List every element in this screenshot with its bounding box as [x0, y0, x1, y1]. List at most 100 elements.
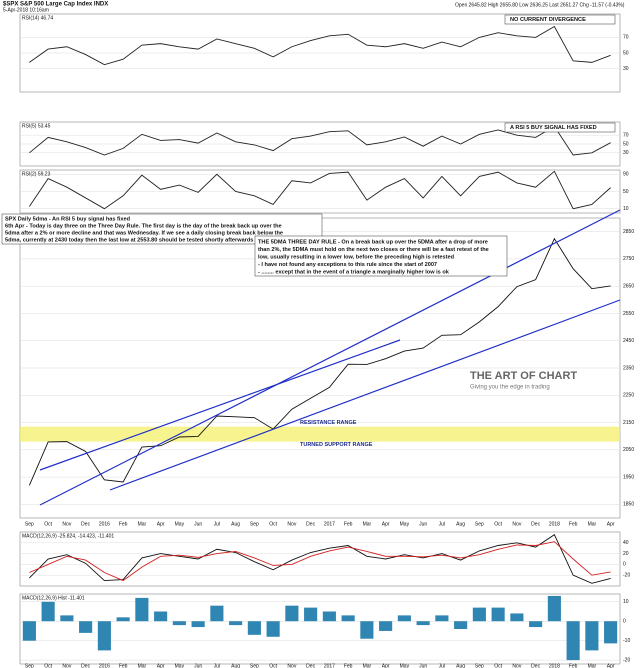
hist-bar [454, 621, 468, 629]
x-tick-label: Feb [119, 521, 128, 527]
x-tick-label: Oct [44, 663, 52, 668]
x-tick-label: May [175, 521, 185, 527]
x-tick-label: 2018 [549, 663, 560, 668]
hist-bar [135, 597, 149, 622]
x-tick-label: Apr [607, 521, 615, 527]
x-tick-label: Nov [287, 663, 296, 668]
y-tick-label: 40 [623, 540, 629, 546]
x-tick-label: Feb [569, 663, 578, 668]
note-line: SPX Daily 5dma - An RSI 5 buy signal has… [5, 216, 131, 222]
y-tick-label: 20 [623, 551, 629, 557]
quote: Open 2645.82 High 2655.80 Low 2636.25 La… [455, 2, 625, 8]
x-tick-label: Sep [250, 663, 259, 668]
panel [19, 593, 621, 665]
x-tick-label: May [175, 663, 185, 668]
annotation-box [504, 14, 616, 25]
x-tick-label: Dec [81, 521, 90, 527]
y-tick-label: 10 [623, 206, 629, 212]
rule-line: low, usually resulting in a lower low, b… [258, 254, 455, 260]
x-tick-label: Apr [382, 521, 390, 527]
y-tick-label: 30 [623, 150, 629, 156]
x-tick-label: Dec [81, 663, 90, 668]
x-tick-label: Dec [531, 521, 540, 527]
trend-line [109, 299, 621, 491]
x-tick-label: Jul [439, 663, 445, 668]
y-tick-label: -10 [623, 638, 630, 644]
x-tick-label: Apr [157, 521, 165, 527]
hist-bar [304, 607, 318, 622]
series-line [29, 25, 611, 66]
y-tick-label: 0 [623, 619, 626, 625]
hist-bar [397, 615, 411, 622]
y-tick-label: 10 [623, 599, 629, 605]
hist-bar [266, 621, 280, 637]
hist-bar [41, 601, 55, 622]
x-tick-label: Apr [157, 663, 165, 668]
hist-bar [472, 607, 486, 622]
y-tick-label: 50 [623, 50, 629, 56]
y-tick-label: 70 [623, 35, 629, 41]
x-tick-label: Sep [250, 521, 259, 527]
x-tick-label: Oct [269, 663, 277, 668]
x-tick-label: Jul [214, 663, 220, 668]
tagline: Giving you the edge in trading [470, 385, 550, 391]
x-tick-label: Mar [588, 663, 597, 668]
x-tick-label: May [400, 663, 410, 668]
y-tick-label: 2250 [623, 393, 634, 399]
hist-bar [247, 621, 261, 635]
x-tick-label: Nov [62, 521, 71, 527]
x-tick-label: Aug [456, 663, 465, 668]
x-tick-label: Aug [231, 521, 240, 527]
hist-bar [322, 611, 336, 622]
rule-line: than 2%, the 5DMA must hold on the next … [258, 247, 489, 253]
hist-bar [585, 621, 599, 651]
y-tick-label: 2650 [623, 284, 634, 290]
x-tick-label: Mar [363, 521, 372, 527]
hist-bar [566, 621, 580, 661]
note-line: 6th Apr - Today is day three on the Thre… [5, 223, 282, 229]
y-tick-label: -20 [623, 657, 630, 663]
panel-title: RSI(5) 53.45 [22, 123, 51, 129]
support-band [20, 426, 620, 442]
panel-title: RSI(14) 46.74 [22, 15, 53, 21]
annotation: NO CURRENT DIVERGENCE [510, 17, 586, 23]
y-tick-label: 50 [623, 141, 629, 147]
annotation-box [504, 122, 616, 133]
x-tick-label: Sep [475, 521, 484, 527]
series-line [28, 237, 611, 486]
x-tick-label: Mar [363, 663, 372, 668]
x-tick-label: Jun [194, 521, 202, 527]
hist-bar [529, 621, 543, 628]
y-tick-label: 50 [623, 189, 629, 195]
hist-bar [210, 605, 224, 622]
x-tick-label: Apr [382, 663, 390, 668]
x-tick-label: Feb [344, 663, 353, 668]
hist-bar [360, 621, 374, 639]
hist-bar [604, 621, 618, 644]
note-line: 5dma after a 2% or more decline and that… [5, 230, 283, 236]
y-tick-label: 30 [623, 66, 629, 72]
x-tick-label: Aug [456, 521, 465, 527]
y-tick-label: 2350 [623, 365, 634, 371]
hist-bar [341, 615, 355, 622]
x-tick-label: Oct [494, 663, 502, 668]
y-tick-label: 70 [623, 133, 629, 139]
series-line [29, 541, 611, 582]
x-tick-label: 2016 [99, 663, 110, 668]
hist-bar [191, 621, 205, 628]
x-tick-label: Nov [62, 663, 71, 668]
hist-bar [79, 621, 93, 633]
x-tick-label: Feb [344, 521, 353, 527]
y-tick-label: 90 [623, 172, 629, 178]
y-tick-label: 2150 [623, 420, 634, 426]
hist-bar [435, 615, 449, 622]
hist-bar [97, 621, 111, 651]
hist-bar [22, 621, 36, 641]
x-tick-label: Mar [138, 663, 147, 668]
band-sublabel: TURNED SUPPORT RANGE [300, 442, 373, 448]
x-tick-label: Nov [287, 521, 296, 527]
x-tick-label: Sep [475, 663, 484, 668]
x-tick-label: Jun [419, 521, 427, 527]
hist-bar [60, 615, 74, 622]
